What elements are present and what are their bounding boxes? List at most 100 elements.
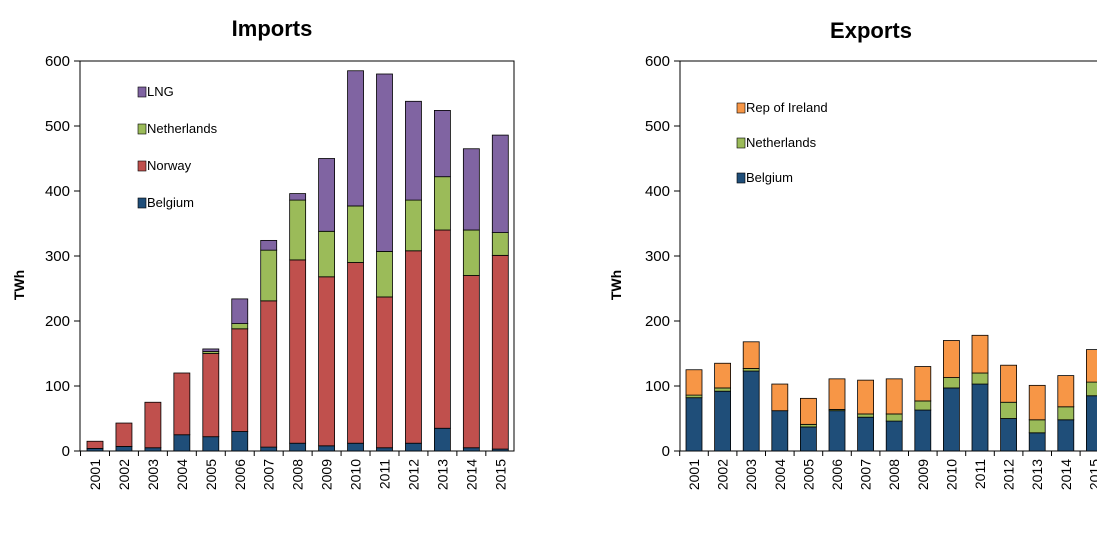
exports-x-tick-label-2013: 2013: [1029, 459, 1045, 490]
imports-chart: Imports TWh 0 100 200 300 400 500 600 2001 2002…: [11, 16, 515, 490]
exports-bar-belgium-2001: [685, 397, 703, 452]
exports-y-tick-label: 500: [645, 118, 670, 135]
imports-bar-norway-2012: [405, 250, 422, 444]
imports-bar-lng-2007: [260, 239, 278, 251]
imports-legend-label-belgium: Belgium: [147, 195, 194, 210]
exports-bar-rep-of-ireland-2014: [1057, 375, 1075, 408]
exports-bar-rep-of-ireland-2015: [1086, 349, 1097, 383]
exports-y-axis-label: TWh: [608, 270, 624, 300]
exports-bar-rep-of-ireland-2012: [1000, 364, 1017, 403]
imports-bar-belgium-2004: [173, 434, 191, 452]
imports-bar-norway-2013: [433, 229, 451, 429]
imports-y-tick-label: 300: [45, 248, 70, 265]
imports-x-tick-label-2002: 2002: [116, 459, 132, 490]
imports-bar-belgium-2009: [318, 445, 336, 452]
imports-x-tick-label-2008: 2008: [290, 459, 306, 490]
exports-bar-rep-of-ireland-2003: [742, 341, 760, 369]
exports-bars: [685, 334, 1097, 452]
imports-x-tick-label-2007: 2007: [261, 459, 277, 490]
imports-bars: [86, 70, 509, 452]
imports-bar-norway-2015: [491, 254, 509, 450]
exports-bar-belgium-2013: [1028, 432, 1046, 452]
exports-legend-swatch-belgium: [736, 172, 746, 184]
imports-bar-lng-2006: [231, 298, 249, 324]
exports-bar-belgium-2005: [800, 426, 817, 452]
exports-title: Exports: [830, 18, 912, 43]
imports-bar-norway-2014: [462, 275, 480, 449]
imports-bar-netherlands-2015: [491, 232, 509, 256]
imports-bar-belgium-2002: [115, 446, 133, 452]
imports-bar-norway-2001: [86, 440, 104, 449]
exports-bar-rep-of-ireland-2005: [800, 397, 817, 425]
exports-x-tick-label-2001: 2001: [686, 459, 702, 490]
imports-bar-netherlands-2011: [376, 251, 393, 298]
exports-chart: Exports TWh 0 100 200 300 400 500 600 2001 2002…: [608, 18, 1097, 490]
imports-bar-norway-2002: [115, 422, 133, 447]
exports-legend-swatch-rep-of-ireland: [736, 102, 746, 114]
imports-bar-belgium-2005: [202, 436, 220, 452]
imports-x-tick-label-2011: 2011: [377, 459, 393, 489]
exports-x-tick-label-2010: 2010: [943, 459, 959, 490]
imports-bar-lng-2009: [318, 158, 336, 232]
imports-y-tick-label: 500: [45, 118, 70, 135]
imports-x-tick-label-2004: 2004: [174, 459, 190, 490]
imports-bar-lng-2008: [289, 193, 307, 201]
imports-x-tick-label-2013: 2013: [434, 459, 450, 490]
imports-bar-norway-2007: [260, 300, 278, 448]
imports-bar-lng-2012: [405, 100, 422, 201]
imports-x-tick-label-2010: 2010: [348, 459, 364, 490]
exports-bar-belgium-2002: [714, 390, 731, 452]
imports-legend-label-norway: Norway: [147, 158, 192, 173]
exports-bar-rep-of-ireland-2007: [857, 379, 874, 415]
exports-x-tick-label-2011: 2011: [972, 459, 988, 489]
exports-bar-rep-of-ireland-2004: [771, 383, 789, 412]
exports-bar-rep-of-ireland-2013: [1028, 384, 1046, 421]
exports-x-tick-label-2009: 2009: [915, 459, 931, 490]
imports-x-tick-label-2009: 2009: [319, 459, 335, 490]
imports-bar-belgium-2006: [231, 431, 249, 452]
exports-x-tick-label-2006: 2006: [829, 459, 845, 490]
imports-bar-belgium-2010: [347, 442, 364, 452]
imports-x-tick-label-2001: 2001: [87, 459, 103, 490]
imports-x-tick-label-2015: 2015: [492, 459, 508, 490]
imports-bar-lng-2013: [433, 110, 451, 178]
exports-y-tick-label: 0: [662, 443, 670, 460]
exports-bar-rep-of-ireland-2009: [914, 366, 932, 402]
imports-x-tick-label-2005: 2005: [203, 459, 219, 490]
imports-bar-lng-2011: [376, 73, 393, 252]
imports-bar-lng-2014: [462, 148, 480, 231]
imports-bar-lng-2005: [202, 348, 220, 352]
exports-bar-netherlands-2010: [943, 377, 960, 389]
exports-bar-rep-of-ireland-2008: [885, 378, 903, 415]
imports-bar-norway-2005: [202, 353, 220, 438]
exports-legend-label-rep-of-ireland: Rep of Ireland: [746, 100, 828, 115]
imports-bar-belgium-2007: [260, 446, 278, 452]
imports-bar-netherlands-2008: [289, 199, 307, 261]
exports-bar-netherlands-2011: [971, 372, 989, 385]
exports-bar-netherlands-2002: [714, 387, 731, 392]
imports-bar-norway-2009: [318, 276, 336, 447]
exports-bar-netherlands-2007: [857, 413, 874, 418]
imports-x-tick-label-2003: 2003: [145, 459, 161, 490]
exports-y-tick-label: 100: [645, 378, 670, 395]
imports-bar-netherlands-2009: [318, 230, 336, 278]
exports-bar-netherlands-2009: [914, 400, 932, 411]
imports-bar-netherlands-2013: [433, 176, 451, 231]
imports-y-tick-label: 400: [45, 183, 70, 200]
exports-x-axis: 2001 2002 2003 2004 2005 2006 2007 2008 2009 2010…: [679, 451, 1097, 490]
imports-y-axis-label: TWh: [11, 270, 27, 300]
exports-y-tick-label: 400: [645, 183, 670, 200]
imports-bar-lng-2010: [347, 70, 364, 207]
imports-y-axis: 0 100 200 300 400 500 600: [45, 53, 80, 460]
imports-x-tick-label-2012: 2012: [405, 459, 421, 490]
imports-x-tick-label-2006: 2006: [232, 459, 248, 490]
imports-bar-belgium-2011: [376, 447, 393, 452]
exports-legend-label-belgium: Belgium: [746, 170, 793, 185]
imports-title: Imports: [232, 16, 313, 41]
imports-bar-norway-2008: [289, 259, 307, 444]
exports-y-tick-label: 300: [645, 248, 670, 265]
imports-x-tick-label-2014: 2014: [463, 459, 479, 490]
exports-bar-rep-of-ireland-2011: [971, 334, 989, 374]
exports-bar-netherlands-2008: [885, 413, 903, 422]
